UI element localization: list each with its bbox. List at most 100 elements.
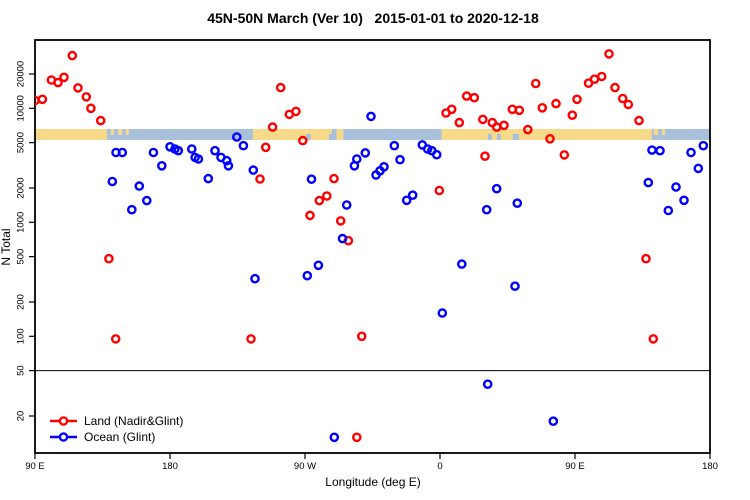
data-point-ocean [173,145,184,156]
surface-band-segment-ocean [107,129,253,140]
surface-band-speck-land [653,129,659,136]
data-point-ocean [482,379,493,390]
surface-band-speck-land [110,129,114,136]
data-point-ocean [671,182,681,192]
data-point-land [81,92,92,102]
legend: Land (Nadir&Glint) Ocean (Glint) [50,414,183,444]
data-point-land [461,91,472,101]
data-point-ocean [302,270,313,281]
data-point-land [641,253,651,264]
data-point-land [86,103,96,114]
data-point-ocean [456,259,467,269]
data-point-land [491,122,502,132]
data-point-land [351,432,362,443]
surface-band-speck-ocean [488,133,492,140]
series-ocean [107,111,709,443]
data-point-land [617,93,628,104]
data-point-ocean [401,195,412,206]
legend-ocean-circle-icon [58,432,69,442]
data-point-land [545,133,555,144]
data-point-ocean [313,260,324,271]
data-point-ocean [389,140,400,151]
data-point-ocean [693,163,704,174]
data-point-ocean [548,416,559,427]
data-point-land [567,110,578,120]
surface-band-segment-land [35,129,107,140]
data-point-land [291,106,301,117]
y-tick-label: 50 [16,365,27,376]
data-point-land [297,135,308,146]
y-tick-label: 5000 [16,132,27,153]
x-axis-title: Longitude (deg E) [325,475,420,489]
data-point-ocean [431,149,442,160]
data-point-ocean [248,165,259,175]
y-tick-label: 2000 [16,177,27,198]
data-point-ocean [395,154,405,165]
surface-band-speck-ocean [512,133,519,140]
data-point-land [37,94,48,105]
data-point-land [329,173,339,184]
data-point-land [321,191,332,201]
data-point-ocean [360,148,371,158]
x-tick-label: 90 W [294,461,316,472]
data-point-ocean [337,233,348,244]
axes: 20000 10000 5000 2000 1000 500 200 100 50 20 90 E 1… [16,39,718,472]
data-point-land [480,151,490,161]
data-point-land [499,120,509,131]
data-point-ocean [231,132,242,142]
data-point-ocean [647,145,657,155]
data-point-land [572,94,582,105]
surface-band-speck-ocean [306,133,311,140]
y-axis-title: N Total [0,228,13,265]
data-point-land [314,195,325,206]
data-point-ocean [238,140,249,151]
data-point-land [469,92,480,103]
data-point-ocean [186,144,197,154]
data-point-ocean [686,147,696,158]
data-point-ocean [655,145,665,156]
data-point-land [335,216,346,226]
x-tick-label: 0 [437,461,442,472]
y-tick-label: 100 [16,328,27,344]
data-point-land [104,253,114,264]
legend-land-circle-icon [58,416,69,426]
series-land [35,49,659,443]
data-point-ocean [351,154,362,164]
data-point-ocean [481,204,492,215]
data-point-land [356,331,367,342]
data-point-ocean [512,198,523,208]
data-point-land [610,82,620,93]
data-point-land [95,115,106,126]
y-tick-label: 500 [16,249,27,265]
data-point-ocean [329,432,340,443]
surface-band-speck-land [118,129,122,136]
data-point-ocean [491,183,502,194]
data-point-ocean [306,174,317,184]
data-point-ocean [126,204,137,215]
chart-title: 45N-50N March (Ver 10) 2015-01-01 to 202… [207,10,539,26]
data-point-land [446,104,457,115]
surface-band-speck-ocean [329,133,332,140]
legend-label-ocean: Ocean (Glint) [84,430,155,444]
data-point-land [53,77,63,88]
surface-band-segment-ocean [651,129,710,140]
data-point-land [477,114,488,125]
data-point-ocean [210,145,220,156]
y-tick-label: 10000 [16,95,27,121]
data-point-land [596,71,607,82]
plot-box [34,39,711,454]
data-point-land [454,117,465,128]
data-point-land [559,150,570,160]
data-point-ocean [663,205,674,216]
y-tick-label: 20000 [16,61,27,87]
data-point-ocean [134,181,145,191]
data-point-ocean [203,173,214,184]
y-tick-label: 20 [16,411,27,422]
x-tick-label: 180 [162,461,178,472]
data-point-ocean [510,281,520,292]
data-point-ocean [679,195,689,206]
data-point-ocean [366,111,376,122]
surface-band-segment-land [336,129,344,140]
